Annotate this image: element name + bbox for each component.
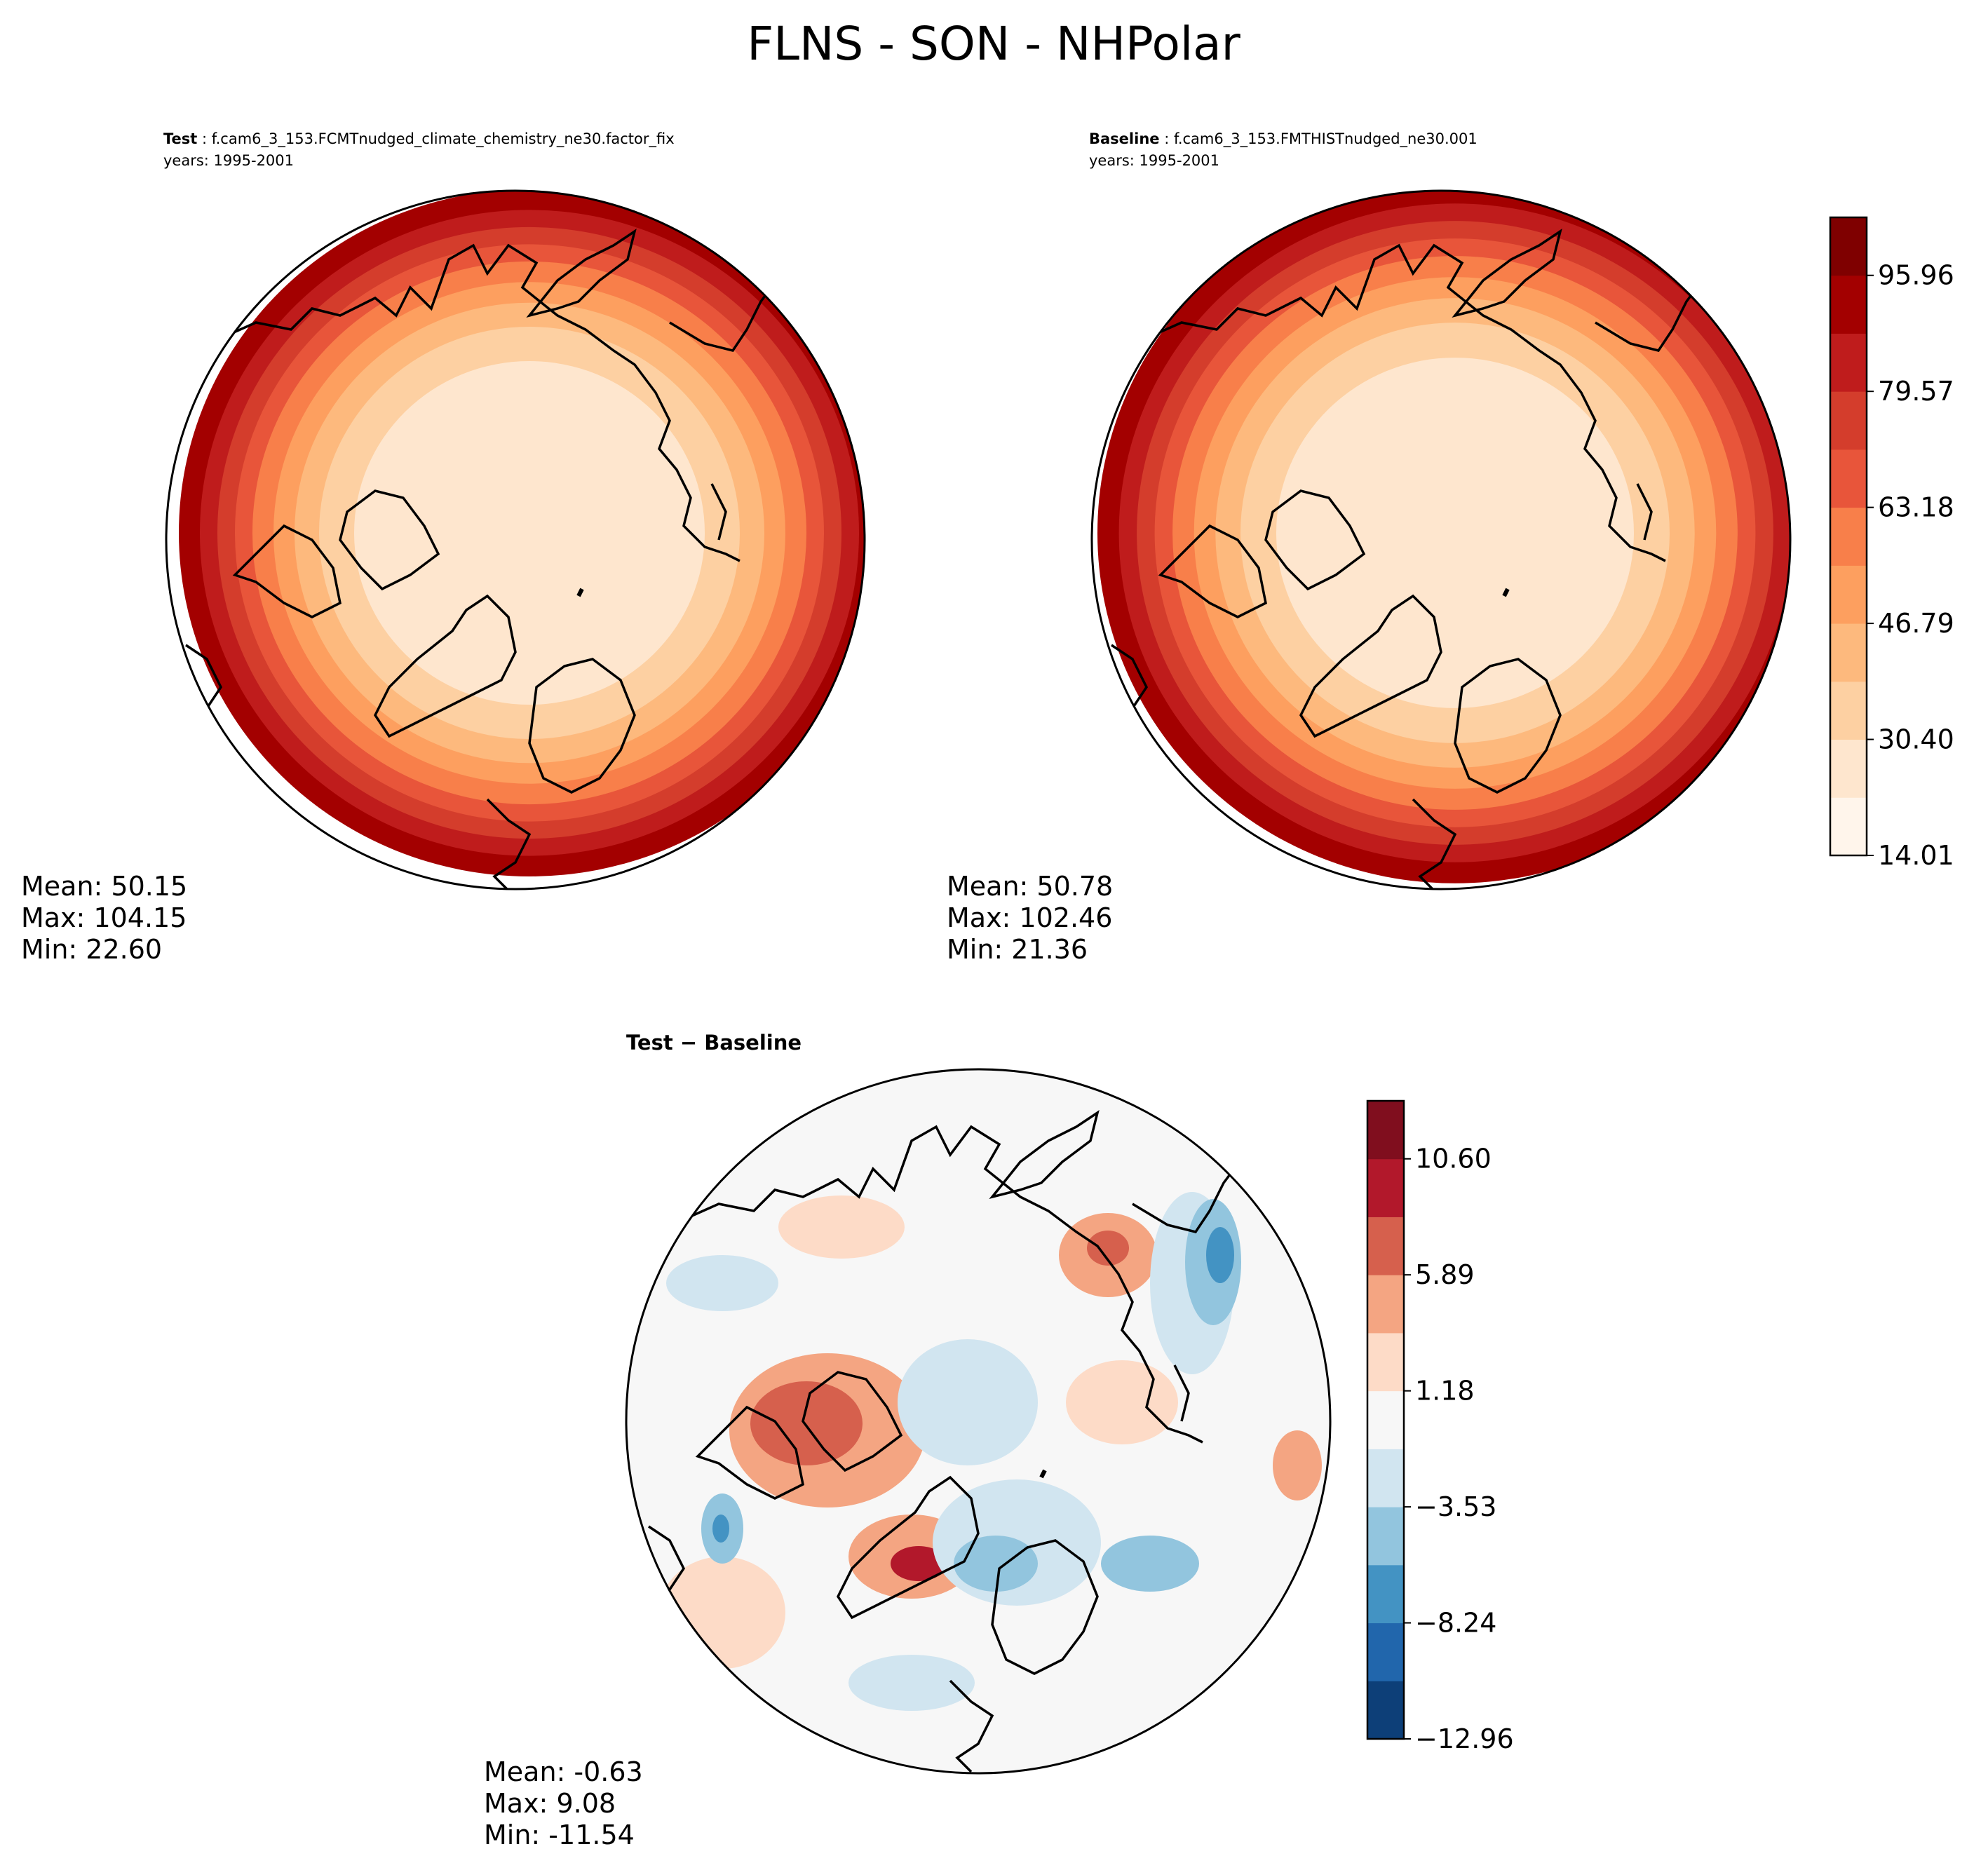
contour-band bbox=[354, 361, 705, 705]
baseline-map-border bbox=[1090, 189, 1792, 890]
colorbar-tick-label: −8.24 bbox=[1415, 1608, 1496, 1639]
baseline-max: Max: 102.46 bbox=[947, 902, 1112, 933]
colorbar-swatch bbox=[1830, 739, 1867, 798]
colorbar-tick-label: 46.79 bbox=[1878, 608, 1954, 639]
figure-title: FLNS - SON - NHPolar bbox=[747, 17, 1240, 71]
colorbar-border bbox=[1829, 216, 1868, 857]
colorbar-border bbox=[1366, 1099, 1405, 1740]
diff-max: Max: 9.08 bbox=[484, 1788, 616, 1819]
colorbar-tick-label: −12.96 bbox=[1415, 1723, 1514, 1754]
colorbar-swatch bbox=[1367, 1101, 1404, 1160]
test-map-border bbox=[165, 189, 866, 890]
colorbar-swatch bbox=[1367, 1275, 1404, 1334]
colorbar-swatch bbox=[1367, 1681, 1404, 1740]
diff-map-border bbox=[625, 1068, 1332, 1775]
colorbar-swatch bbox=[1830, 333, 1867, 392]
test-years: years: 1995-2001 bbox=[163, 152, 294, 169]
baseline-min: Min: 21.36 bbox=[947, 934, 1088, 965]
test-mean: Mean: 50.15 bbox=[21, 871, 187, 902]
baseline-header: Baseline : f.cam6_3_153.FMTHISTnudged_ne… bbox=[1089, 130, 1478, 148]
baseline-label: Baseline bbox=[1089, 130, 1160, 147]
colorbar-tick-label: 14.01 bbox=[1878, 840, 1954, 871]
diff-mean: Mean: -0.63 bbox=[484, 1756, 643, 1787]
diff-panel: Test − Baseline bbox=[484, 1031, 1332, 1850]
test-label: Test bbox=[163, 130, 197, 147]
colorbar-swatch bbox=[1830, 217, 1867, 276]
test-min: Min: 22.60 bbox=[21, 934, 162, 965]
colorbar-swatch bbox=[1830, 623, 1867, 682]
diff-map bbox=[626, 1069, 1330, 1773]
test-map bbox=[179, 191, 865, 890]
colorbar-swatch bbox=[1367, 1622, 1404, 1681]
test-header: Test : f.cam6_3_153.FCMTnudged_climate_c… bbox=[163, 130, 675, 148]
baseline-panel: Baseline : f.cam6_3_153.FMTHISTnudged_ne… bbox=[947, 130, 1792, 965]
colorbar-swatch bbox=[1830, 565, 1867, 624]
test-case: f.cam6_3_153.FCMTnudged_climate_chemistr… bbox=[212, 130, 675, 148]
colorbar-tick-label: 95.96 bbox=[1878, 260, 1954, 291]
baseline-case: f.cam6_3_153.FMTHISTnudged_ne30.001 bbox=[1174, 130, 1478, 148]
colorbar-swatch bbox=[1830, 681, 1867, 740]
main-colorbar: 14.01 30.40 46.79 63.18 79.57 95.96 bbox=[1829, 216, 1954, 871]
colorbar-swatch bbox=[1830, 449, 1867, 508]
colorbar-swatch bbox=[1367, 1564, 1404, 1624]
colorbar-swatch bbox=[1367, 1158, 1404, 1217]
colorbar-swatch bbox=[1830, 797, 1867, 856]
contour-band bbox=[1276, 358, 1634, 708]
colorbar-swatch bbox=[1830, 275, 1867, 334]
colorbar-swatch bbox=[1830, 507, 1867, 566]
test-panel: Test : f.cam6_3_153.FCMTnudged_climate_c… bbox=[21, 130, 866, 965]
colorbar-tick-label: 1.18 bbox=[1415, 1376, 1475, 1407]
diff-colorbar: −12.96 −8.24 −3.53 1.18 5.89 10.60 bbox=[1366, 1099, 1514, 1754]
colorbar-tick-label: 5.89 bbox=[1415, 1259, 1475, 1290]
colorbar-tick-label: 63.18 bbox=[1878, 492, 1954, 523]
baseline-map bbox=[1097, 191, 1790, 890]
diff-title: Test − Baseline bbox=[626, 1031, 802, 1055]
colorbar-swatch bbox=[1367, 1332, 1404, 1392]
baseline-years: years: 1995-2001 bbox=[1089, 152, 1219, 169]
colorbar-swatch bbox=[1367, 1390, 1404, 1449]
colorbar-tick-label: 10.60 bbox=[1415, 1144, 1492, 1174]
diff-min: Min: -11.54 bbox=[484, 1820, 635, 1850]
colorbar-tick-label: −3.53 bbox=[1415, 1491, 1496, 1522]
colorbar-tick-label: 30.40 bbox=[1878, 724, 1954, 755]
colorbar-swatch bbox=[1830, 391, 1867, 450]
test-max: Max: 104.15 bbox=[21, 902, 187, 933]
colorbar-swatch bbox=[1367, 1449, 1404, 1507]
colorbar-swatch bbox=[1367, 1507, 1404, 1566]
colorbar-swatch bbox=[1367, 1217, 1404, 1275]
baseline-mean: Mean: 50.78 bbox=[947, 871, 1113, 902]
colorbar-tick-label: 79.57 bbox=[1878, 376, 1954, 407]
